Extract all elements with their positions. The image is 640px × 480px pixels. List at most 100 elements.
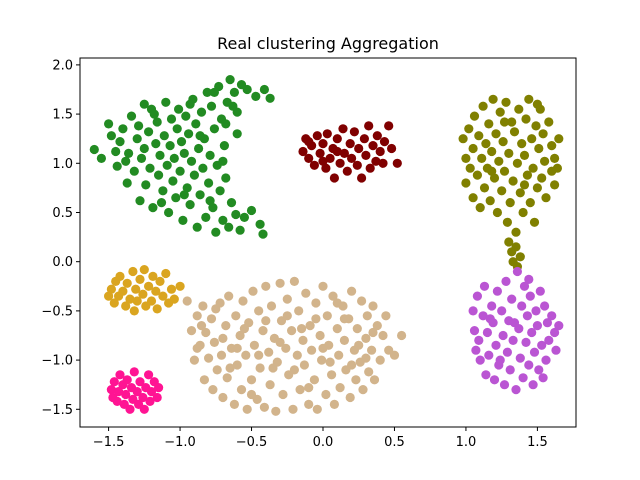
x-tick-label: 1.5: [527, 435, 548, 450]
data-point: [469, 111, 480, 121]
data-point: [219, 141, 229, 151]
data-point: [109, 298, 119, 308]
data-point: [112, 396, 122, 406]
data-point: [461, 153, 471, 163]
data-point: [352, 160, 362, 170]
data-point: [351, 375, 361, 385]
data-point: [338, 124, 348, 134]
data-point: [507, 294, 517, 304]
x-tick-label: 0.0: [313, 435, 334, 450]
data-point: [104, 119, 114, 129]
data-point: [329, 173, 339, 183]
data-point: [192, 343, 202, 353]
data-point: [165, 141, 175, 151]
data-point: [497, 306, 507, 316]
data-point: [321, 389, 331, 400]
data-point: [332, 134, 342, 144]
data-point: [106, 284, 116, 294]
data-point: [478, 101, 488, 111]
data-point: [329, 399, 339, 409]
data-point: [294, 306, 304, 316]
data-point: [534, 365, 544, 375]
data-point: [381, 311, 391, 321]
data-point: [189, 170, 199, 180]
data-point: [368, 141, 378, 151]
data-point: [169, 153, 179, 163]
data-point: [232, 129, 242, 139]
data-point: [138, 289, 148, 299]
data-point: [209, 87, 219, 97]
data-point: [255, 219, 265, 229]
data-point: [318, 281, 328, 291]
y-tick-label: 0.5: [52, 206, 73, 221]
data-point: [236, 385, 247, 395]
data-point: [138, 392, 148, 403]
data-point: [495, 107, 505, 117]
data-point: [184, 129, 194, 139]
data-point: [115, 271, 125, 281]
data-point: [292, 350, 302, 360]
data-point: [168, 176, 178, 186]
data-point: [347, 360, 357, 370]
data-point: [517, 139, 527, 149]
data-point: [311, 314, 321, 324]
data-point: [297, 324, 307, 334]
data-point: [289, 276, 299, 286]
data-point: [519, 150, 530, 160]
x-axis: −1.5 −1.0 −0.5 0.0 0.5 1.0 1.5: [93, 427, 548, 450]
data-point: [524, 360, 534, 370]
data-point: [271, 406, 281, 416]
data-point: [268, 363, 278, 373]
data-point: [484, 119, 494, 129]
data-point: [499, 380, 510, 390]
data-point: [532, 99, 543, 109]
data-point: [478, 311, 488, 321]
data-point: [501, 276, 511, 286]
data-point: [515, 252, 525, 262]
data-point: [232, 343, 242, 353]
y-tick-label: −1.0: [41, 354, 73, 369]
data-point: [125, 294, 135, 304]
data-point: [491, 129, 501, 139]
data-point: [332, 298, 342, 308]
data-point: [311, 298, 321, 308]
data-point: [332, 146, 342, 157]
data-point: [322, 129, 332, 139]
data-point: [171, 193, 181, 203]
data-point: [481, 139, 491, 149]
data-point: [309, 375, 319, 385]
data-point: [161, 268, 171, 279]
data-point: [162, 160, 172, 170]
data-point: [289, 365, 299, 375]
data-point: [368, 301, 378, 311]
data-point: [321, 163, 331, 173]
data-point: [519, 180, 530, 190]
data-point: [515, 188, 525, 198]
data-point: [485, 196, 495, 206]
chart-title: Real clustering Aggregation: [217, 34, 439, 53]
data-point: [254, 350, 264, 360]
data-point: [479, 183, 490, 193]
data-point: [527, 327, 537, 338]
data-point: [265, 93, 275, 103]
data-point: [216, 350, 227, 360]
data-point: [318, 139, 328, 149]
data-point: [518, 373, 528, 383]
data-point: [185, 200, 195, 210]
data-point: [345, 392, 355, 403]
data-point: [231, 209, 241, 220]
data-point: [229, 399, 239, 409]
x-tick-label: −0.5: [236, 435, 268, 450]
data-point: [514, 104, 524, 114]
data-point: [158, 186, 168, 196]
data-point: [518, 207, 528, 218]
data-point: [206, 314, 217, 324]
data-point: [282, 311, 292, 321]
data-point: [532, 183, 543, 193]
x-tick-label: 1.0: [456, 435, 477, 450]
data-point: [174, 104, 184, 114]
data-point: [211, 227, 221, 237]
data-point: [304, 137, 314, 147]
data-point: [298, 335, 308, 345]
data-point: [132, 296, 142, 306]
